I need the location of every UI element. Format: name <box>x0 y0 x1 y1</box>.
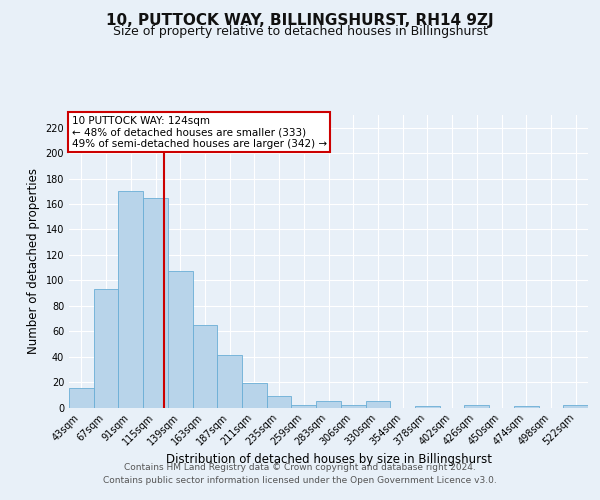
Y-axis label: Number of detached properties: Number of detached properties <box>27 168 40 354</box>
Text: 10, PUTTOCK WAY, BILLINGSHURST, RH14 9ZJ: 10, PUTTOCK WAY, BILLINGSHURST, RH14 9ZJ <box>106 12 494 28</box>
Bar <box>143 198 168 408</box>
Bar <box>464 405 489 407</box>
Bar <box>292 405 316 407</box>
Bar <box>118 192 143 408</box>
Bar <box>193 325 217 407</box>
Bar <box>168 272 193 407</box>
Bar <box>514 406 539 407</box>
Bar <box>69 388 94 407</box>
Bar <box>365 401 390 407</box>
Bar <box>94 289 118 408</box>
Bar <box>316 401 341 407</box>
X-axis label: Distribution of detached houses by size in Billingshurst: Distribution of detached houses by size … <box>166 453 491 466</box>
Bar <box>267 396 292 407</box>
Text: Contains public sector information licensed under the Open Government Licence v3: Contains public sector information licen… <box>103 476 497 485</box>
Text: Contains HM Land Registry data © Crown copyright and database right 2024.: Contains HM Land Registry data © Crown c… <box>124 462 476 471</box>
Bar <box>217 356 242 408</box>
Bar <box>341 405 365 407</box>
Text: Size of property relative to detached houses in Billingshurst: Size of property relative to detached ho… <box>113 25 487 38</box>
Text: 10 PUTTOCK WAY: 124sqm
← 48% of detached houses are smaller (333)
49% of semi-de: 10 PUTTOCK WAY: 124sqm ← 48% of detached… <box>71 116 327 149</box>
Bar <box>563 405 588 407</box>
Bar <box>415 406 440 407</box>
Bar <box>242 384 267 407</box>
